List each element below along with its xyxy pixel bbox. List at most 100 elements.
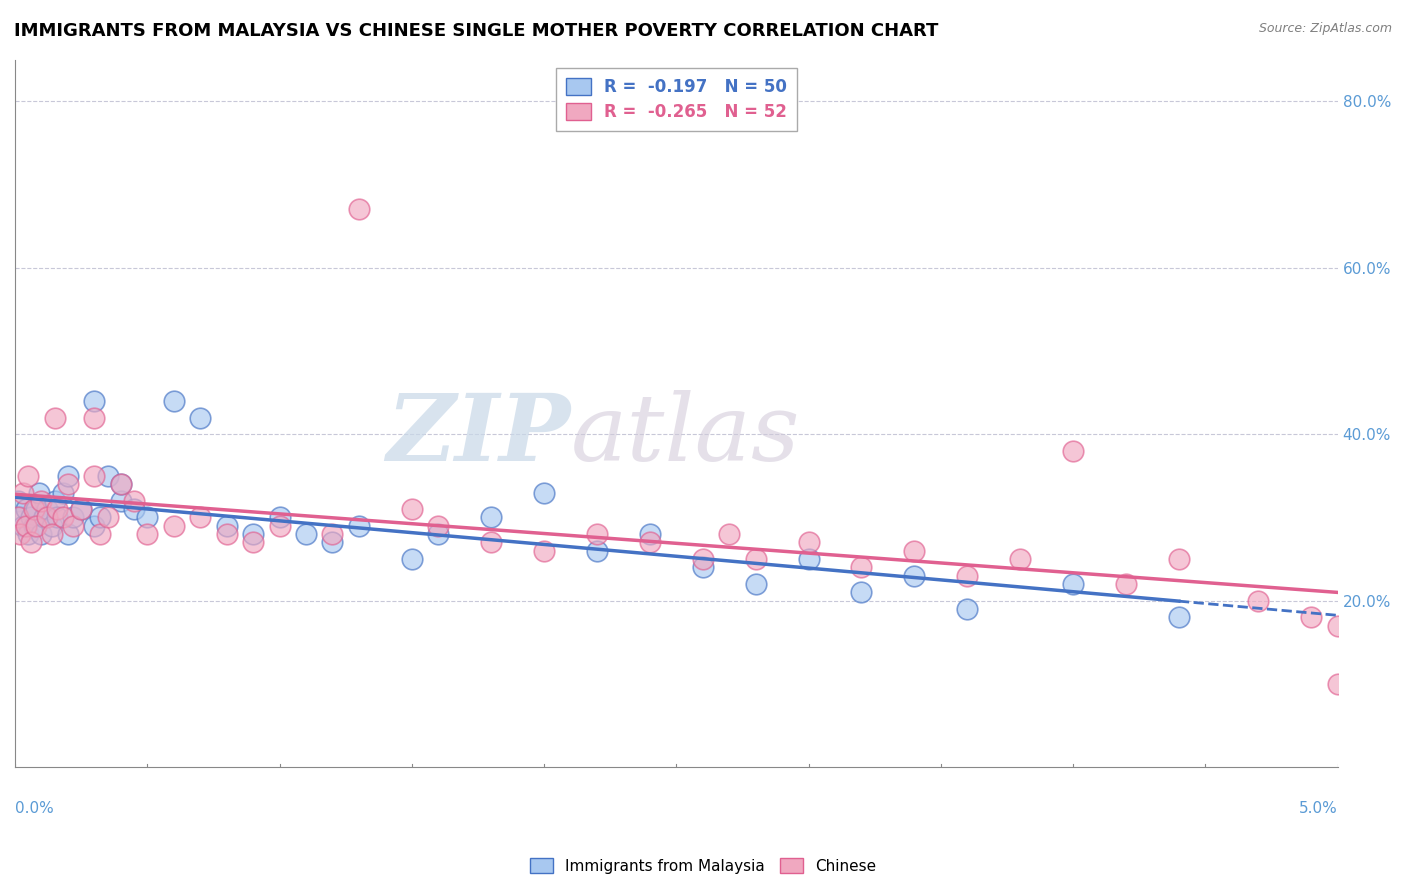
Point: [70, 502, 93, 516]
Point: [427, 518, 450, 533]
Point: [242, 535, 264, 549]
Point: [797, 535, 820, 549]
Point: [242, 527, 264, 541]
Point: [28, 485, 51, 500]
Point: [110, 493, 132, 508]
Point: [83, 410, 105, 425]
Point: [427, 527, 450, 541]
Point: [56, 477, 79, 491]
Text: IMMIGRANTS FROM MALAYSIA VS CHINESE SINGLE MOTHER POVERTY CORRELATION CHART: IMMIGRANTS FROM MALAYSIA VS CHINESE SING…: [14, 22, 938, 40]
Point: [62, 518, 84, 533]
Point: [295, 527, 318, 541]
Point: [638, 535, 661, 549]
Point: [321, 527, 343, 541]
Point: [269, 510, 291, 524]
Point: [136, 510, 159, 524]
Point: [215, 518, 238, 533]
Point: [52, 510, 75, 524]
Point: [83, 393, 105, 408]
Point: [1062, 443, 1084, 458]
Point: [321, 535, 343, 549]
Text: 5.0%: 5.0%: [1299, 800, 1337, 815]
Point: [35, 502, 58, 516]
Point: [1010, 552, 1032, 566]
Point: [479, 535, 502, 549]
Point: [52, 485, 75, 500]
Point: [1247, 593, 1270, 607]
Point: [586, 543, 609, 558]
Point: [638, 527, 661, 541]
Point: [70, 502, 93, 516]
Point: [30, 493, 52, 508]
Point: [89, 527, 111, 541]
Point: [718, 527, 741, 541]
Point: [32, 510, 55, 524]
Point: [83, 468, 105, 483]
Point: [62, 510, 84, 524]
Point: [851, 560, 873, 574]
Point: [110, 477, 132, 491]
Point: [479, 510, 502, 524]
Point: [97, 468, 120, 483]
Point: [692, 552, 714, 566]
Point: [533, 485, 555, 500]
Point: [7, 493, 30, 508]
Point: [7, 510, 30, 524]
Point: [14, 502, 37, 516]
Point: [41, 527, 63, 541]
Point: [122, 493, 145, 508]
Point: [163, 393, 186, 408]
Point: [56, 468, 79, 483]
Point: [1326, 677, 1348, 691]
Point: [533, 543, 555, 558]
Point: [46, 510, 69, 524]
Point: [20, 535, 42, 549]
Point: [188, 510, 211, 524]
Point: [215, 527, 238, 541]
Point: [136, 527, 159, 541]
Point: [347, 518, 370, 533]
Point: [188, 410, 211, 425]
Point: [41, 518, 63, 533]
Point: [56, 527, 79, 541]
Point: [46, 502, 69, 516]
Point: [347, 202, 370, 217]
Legend: Immigrants from Malaysia, Chinese: Immigrants from Malaysia, Chinese: [523, 852, 883, 880]
Point: [89, 510, 111, 524]
Point: [586, 527, 609, 541]
Point: [35, 510, 58, 524]
Text: ZIP: ZIP: [387, 390, 571, 480]
Point: [11, 485, 34, 500]
Point: [122, 502, 145, 516]
Point: [110, 477, 132, 491]
Point: [269, 518, 291, 533]
Point: [17, 468, 39, 483]
Point: [401, 502, 423, 516]
Point: [692, 560, 714, 574]
Point: [11, 518, 34, 533]
Point: [20, 510, 42, 524]
Point: [25, 518, 48, 533]
Point: [797, 552, 820, 566]
Point: [1301, 610, 1323, 624]
Point: [22, 502, 45, 516]
Point: [903, 568, 925, 582]
Point: [8, 527, 31, 541]
Text: Source: ZipAtlas.com: Source: ZipAtlas.com: [1258, 22, 1392, 36]
Point: [1062, 577, 1084, 591]
Legend: R =  -0.197   N = 50, R =  -0.265   N = 52: R = -0.197 N = 50, R = -0.265 N = 52: [555, 68, 797, 131]
Text: atlas: atlas: [571, 390, 800, 480]
Point: [44, 410, 66, 425]
Point: [744, 552, 766, 566]
Point: [1326, 618, 1348, 632]
Point: [903, 543, 925, 558]
Point: [17, 527, 39, 541]
Point: [163, 518, 186, 533]
Point: [1167, 610, 1189, 624]
Point: [401, 552, 423, 566]
Point: [8, 510, 31, 524]
Point: [83, 518, 105, 533]
Point: [44, 493, 66, 508]
Point: [22, 518, 45, 533]
Point: [30, 527, 52, 541]
